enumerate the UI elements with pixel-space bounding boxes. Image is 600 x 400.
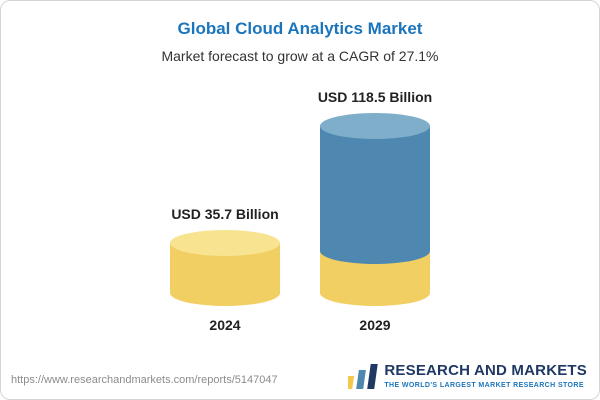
cylinder-body-blue: [320, 126, 430, 264]
cylinder-base-yellow: [320, 251, 430, 306]
logo-bar-yellow: [348, 376, 355, 389]
cylinder-top-yellow: [170, 230, 280, 256]
logo-name: RESEARCH AND MARKETS: [384, 362, 587, 380]
value-label-2024: USD 35.7 Billion: [171, 206, 279, 222]
logo-text-block: RESEARCH AND MARKETS THE WORLD'S LARGEST…: [384, 363, 587, 389]
category-label-2029: 2029: [359, 317, 391, 333]
logo-mark-icon: [348, 364, 379, 389]
logo-bar-navy: [367, 364, 379, 389]
page-title: Global Cloud Analytics Market: [177, 19, 423, 38]
logo-tagline: THE WORLD'S LARGEST MARKET RESEARCH STOR…: [384, 381, 584, 389]
cylinder-bar-2024: [170, 230, 280, 306]
bar-column-2029: USD 118.5 Billion 2029: [300, 89, 450, 333]
cylinder-body-yellow: [170, 243, 280, 306]
cylinder-top-blue: [320, 113, 430, 139]
chart-area: USD 35.7 Billion 2024 USD 118.5 Billion …: [1, 89, 599, 333]
chart-subtitle: Market forecast to grow at a CAGR of 27.…: [161, 48, 439, 64]
value-label-2029: USD 118.5 Billion: [317, 89, 433, 105]
report-url-link[interactable]: https://www.researchandmarkets.com/repor…: [11, 374, 278, 386]
research-and-markets-logo[interactable]: RESEARCH AND MARKETS THE WORLD'S LARGEST…: [348, 362, 587, 390]
cylinder-bar-2029: [320, 113, 430, 306]
bar-column-2024: USD 35.7 Billion 2024: [150, 206, 300, 333]
category-label-2024: 2024: [209, 317, 241, 333]
logo-bar-blue: [356, 370, 367, 389]
